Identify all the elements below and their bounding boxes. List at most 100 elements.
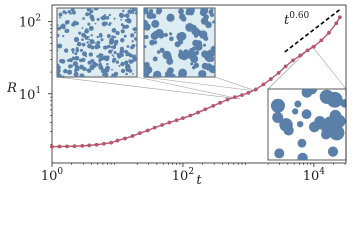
- blob: [179, 13, 186, 20]
- blob: [327, 146, 339, 157]
- plot-frame: [51, 4, 347, 164]
- data-point: [211, 103, 216, 108]
- blob: [62, 34, 65, 38]
- blob: [270, 98, 285, 113]
- blob: [111, 54, 114, 56]
- blob: [85, 55, 88, 58]
- blob: [94, 22, 97, 25]
- blob: [85, 28, 89, 32]
- blob: [104, 21, 108, 26]
- blob: [89, 9, 94, 14]
- blob: [71, 56, 75, 60]
- blob: [167, 67, 174, 74]
- blob: [87, 22, 91, 26]
- blob: [125, 14, 129, 18]
- blob: [88, 38, 91, 41]
- blob: [123, 14, 126, 17]
- blob: [100, 38, 104, 42]
- data-point: [181, 116, 185, 121]
- blob: [71, 51, 75, 54]
- blob: [60, 26, 63, 29]
- blob: [107, 15, 110, 18]
- blob: [209, 8, 214, 13]
- blob: [88, 52, 94, 57]
- blob: [57, 33, 60, 37]
- blob: [205, 56, 209, 60]
- blob: [128, 59, 134, 64]
- blob: [84, 35, 89, 40]
- blob: [123, 34, 127, 38]
- data-point: [337, 15, 342, 20]
- data-point: [145, 128, 150, 133]
- blob: [149, 39, 155, 46]
- connector: [136, 76, 241, 100]
- blob: [128, 66, 131, 69]
- blob: [166, 13, 175, 22]
- data-point: [283, 64, 288, 69]
- data-point: [137, 131, 142, 136]
- blob: [209, 12, 215, 17]
- blob: [78, 31, 82, 35]
- blob: [108, 49, 113, 54]
- blob: [57, 65, 61, 70]
- data-point: [50, 144, 54, 149]
- blob: [86, 8, 91, 12]
- blob: [73, 71, 79, 77]
- blob: [105, 45, 109, 49]
- data-point: [196, 110, 200, 115]
- blob: [203, 35, 209, 42]
- y-tick-label: 102: [19, 14, 41, 31]
- data-point: [276, 70, 281, 75]
- data-point: [152, 125, 157, 130]
- blob: [86, 68, 92, 73]
- data-point: [72, 144, 77, 149]
- blob: [67, 10, 72, 14]
- blob: [156, 50, 161, 54]
- data-point: [298, 53, 303, 58]
- blob: [58, 12, 63, 17]
- blob: [135, 9, 137, 12]
- blob: [153, 70, 162, 77]
- blob: [65, 21, 69, 25]
- data-point: [253, 87, 258, 92]
- blob: [115, 30, 120, 36]
- blob: [179, 37, 184, 42]
- y-tick-label: 101: [19, 86, 41, 103]
- blob: [106, 59, 108, 61]
- blob: [130, 33, 135, 38]
- blob: [193, 33, 199, 38]
- blob: [108, 23, 111, 27]
- data-point: [246, 90, 251, 95]
- blob: [144, 65, 153, 74]
- blob: [90, 34, 93, 37]
- data-point: [232, 95, 237, 100]
- blob: [108, 40, 114, 45]
- blob: [132, 27, 137, 32]
- blob: [79, 64, 85, 70]
- connector: [311, 45, 347, 90]
- blob: [283, 120, 292, 129]
- blob: [292, 108, 299, 115]
- blob: [111, 73, 116, 77]
- blob: [195, 40, 203, 47]
- blob: [112, 57, 117, 62]
- chart: t R 100 102 104 101 102 t0.60: [6, 4, 347, 188]
- blob: [96, 17, 100, 21]
- blob: [272, 111, 284, 123]
- blob: [74, 51, 78, 56]
- blob: [147, 11, 153, 18]
- inset-blobs: [270, 89, 346, 160]
- blob: [78, 58, 83, 63]
- blob: [111, 35, 115, 39]
- x-axis-label: t: [196, 173, 202, 188]
- data-point: [160, 123, 164, 127]
- blob: [57, 43, 63, 49]
- blob: [112, 45, 117, 50]
- connector: [143, 76, 257, 92]
- blob: [131, 40, 134, 43]
- blob: [122, 9, 125, 13]
- blob: [93, 8, 96, 10]
- blob: [70, 64, 74, 68]
- blob: [178, 8, 184, 15]
- blob: [118, 12, 124, 18]
